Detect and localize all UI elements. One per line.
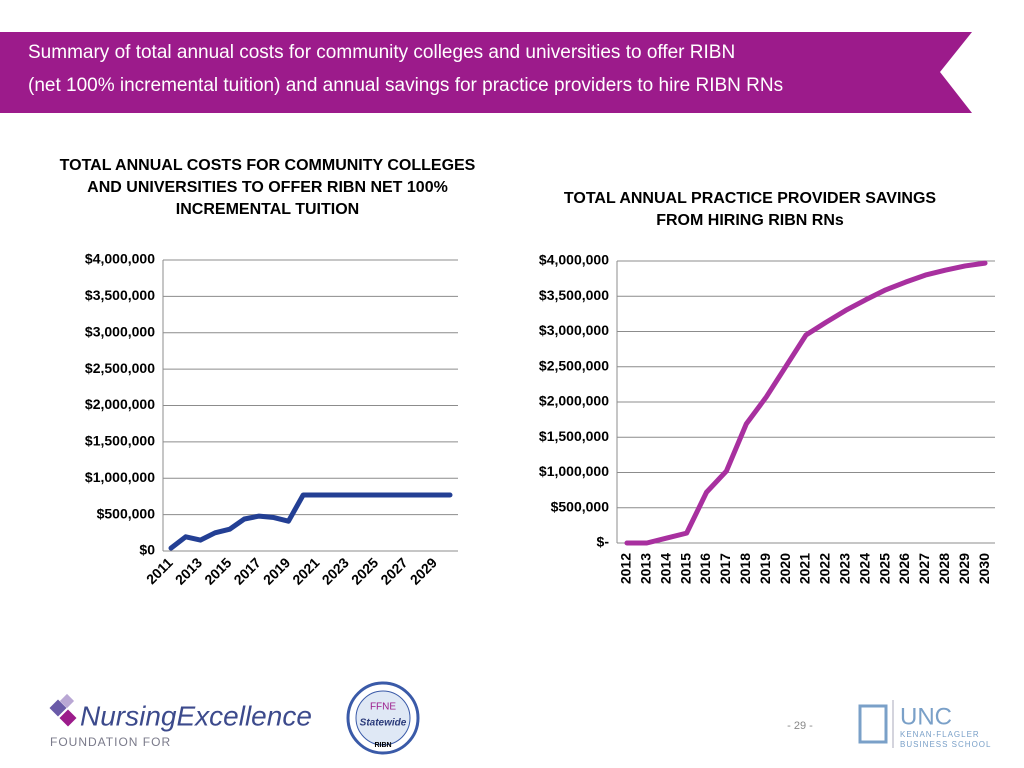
- x-tick-label: 2023: [836, 553, 852, 584]
- x-tick-label: 2011: [143, 554, 176, 587]
- x-tick-label: 2015: [201, 554, 234, 587]
- x-tick-label: 2025: [348, 554, 381, 587]
- header-title: (net 100% incremental tuition) and annua…: [28, 75, 784, 96]
- data-line: [168, 492, 453, 551]
- x-tick-label: 2014: [657, 553, 673, 584]
- data-line: [624, 260, 988, 546]
- y-tick-label: $500,000: [551, 498, 610, 514]
- x-tick-label: 2017: [231, 554, 264, 587]
- y-tick-label: $1,500,000: [85, 433, 155, 449]
- x-tick-label: 2018: [737, 553, 753, 584]
- x-tick-label: 2013: [172, 554, 205, 587]
- x-tick-label: 2016: [697, 553, 713, 584]
- y-tick-label: $4,000,000: [539, 252, 609, 268]
- logo-text: FFNE: [370, 702, 396, 713]
- header-banner: [0, 32, 972, 113]
- chart-title: TOTAL ANNUAL PRACTICE PROVIDER SAVINGS F…: [563, 190, 937, 229]
- logo-nursing: NursingExcellence FOUNDATION FOR: [49, 693, 312, 749]
- x-tick-label: 2027: [916, 553, 932, 584]
- x-tick-label: 2019: [757, 553, 773, 584]
- logo-text: Statewide: [360, 718, 407, 729]
- y-tick-label: $3,500,000: [85, 287, 155, 303]
- y-tick-label: $2,500,000: [85, 360, 155, 376]
- logo-unc: UNC KENAN-FLAGLER BUSINESS SCHOOL: [858, 700, 991, 749]
- y-tick-label: $1,000,000: [539, 463, 609, 479]
- y-tick-label: $3,000,000: [539, 322, 609, 338]
- x-tick-label: 2012: [618, 553, 634, 584]
- logo-text: FOUNDATION FOR: [50, 735, 171, 749]
- x-tick-label: 2019: [260, 554, 293, 587]
- y-tick-label: $3,500,000: [539, 287, 609, 303]
- y-tick-label: $3,000,000: [85, 323, 155, 339]
- x-tick-label: 2021: [289, 554, 322, 587]
- y-tick-label: $1,500,000: [539, 428, 609, 444]
- y-tick-label: $2,500,000: [539, 357, 609, 373]
- y-tick-label: $500,000: [97, 505, 156, 521]
- x-tick-label: 2013: [638, 553, 654, 584]
- x-tick-label: 2027: [377, 554, 410, 587]
- logo-text: BUSINESS SCHOOL: [900, 740, 991, 749]
- x-tick-label: 2030: [976, 553, 992, 584]
- x-tick-label: 2025: [876, 553, 892, 584]
- x-tick-label: 2021: [797, 553, 813, 584]
- logo-text: UNC: [900, 703, 952, 730]
- x-tick-label: 2029: [407, 554, 440, 587]
- y-tick-label: $2,000,000: [85, 396, 155, 412]
- x-tick-label: 2017: [717, 553, 733, 584]
- logo-ffne: FFNE Statewide RIBN: [346, 681, 420, 755]
- x-tick-label: 2026: [896, 553, 912, 584]
- x-tick-label: 2022: [817, 553, 833, 584]
- x-tick-label: 2020: [777, 553, 793, 584]
- chart-title: TOTAL ANNUAL COSTS FOR COMMUNITY COLLEGE…: [59, 157, 476, 218]
- x-tick-label: 2029: [956, 553, 972, 584]
- x-tick-label: 2015: [677, 553, 693, 584]
- logo-text: KENAN-FLAGLER: [900, 730, 980, 739]
- x-tick-label: 2023: [319, 554, 352, 587]
- x-tick-label: 2024: [856, 553, 872, 584]
- y-tick-label: $1,000,000: [85, 469, 155, 485]
- header-title: Summary of total annual costs for commun…: [28, 42, 736, 63]
- y-tick-label: $0: [139, 542, 155, 558]
- x-tick-label: 2028: [936, 553, 952, 584]
- y-tick-label: $2,000,000: [539, 393, 609, 409]
- logo-text: RIBN: [374, 742, 391, 749]
- y-tick-label: $4,000,000: [85, 251, 155, 267]
- y-tick-label: $-: [597, 534, 610, 550]
- logo-text: NursingExcellence: [80, 700, 312, 731]
- page-number: - 29 -: [787, 720, 813, 732]
